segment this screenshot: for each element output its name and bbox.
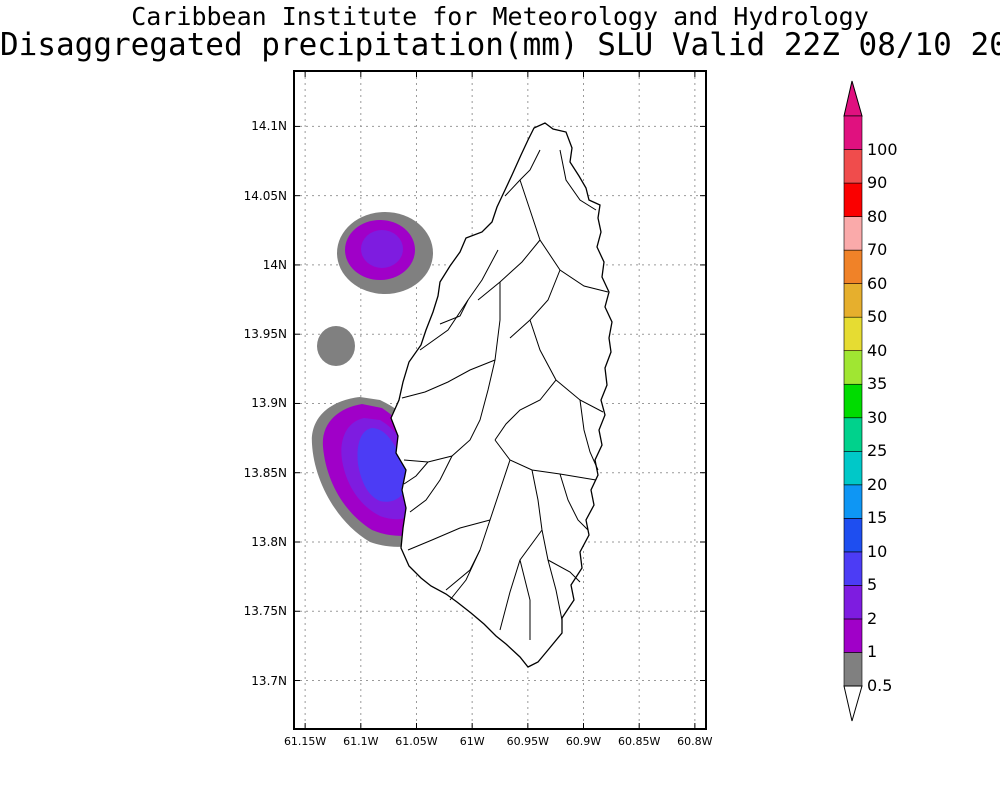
lat-tick-label: 13.95N bbox=[243, 327, 287, 342]
colorbar-label: 10 bbox=[867, 541, 888, 561]
river bbox=[509, 269, 561, 339]
product-title: Disaggregated precipitation(mm) SLU Vali… bbox=[0, 27, 1000, 63]
colorbar-bottom-arrow bbox=[843, 685, 863, 722]
river bbox=[494, 379, 557, 441]
colorbar-cell bbox=[843, 450, 863, 486]
colorbar-cells bbox=[843, 115, 863, 687]
colorbar-cell bbox=[843, 417, 863, 452]
river bbox=[499, 529, 543, 631]
colorbar-label: 80 bbox=[867, 206, 888, 226]
lat-tick-label: 13.75N bbox=[243, 604, 287, 619]
river bbox=[403, 282, 501, 463]
lat-tick-label: 13.9N bbox=[251, 396, 287, 411]
precip-contour-5 bbox=[357, 428, 408, 502]
colorbar-label: 2 bbox=[867, 608, 878, 628]
lon-tick-label: 60.85W bbox=[618, 735, 661, 748]
colorbar-cell bbox=[843, 115, 863, 150]
river bbox=[409, 455, 453, 513]
colorbar-label: 70 bbox=[867, 240, 888, 260]
lon-tick-label: 61W bbox=[459, 735, 485, 748]
river bbox=[519, 559, 531, 640]
river bbox=[559, 149, 597, 211]
river bbox=[407, 519, 491, 551]
lat-tick-label: 14N bbox=[262, 257, 287, 272]
colorbar-label: 20 bbox=[867, 474, 888, 494]
coastline bbox=[390, 122, 613, 668]
lat-tick-label: 14.05N bbox=[243, 188, 287, 203]
colorbar-label: 30 bbox=[867, 407, 888, 427]
colorbar-top-arrow bbox=[843, 80, 863, 117]
river bbox=[504, 149, 541, 197]
precip-contour-2 bbox=[361, 230, 403, 268]
river bbox=[531, 469, 563, 621]
plot-frame bbox=[293, 70, 707, 730]
lon-tick-label: 60.8W bbox=[677, 735, 713, 748]
colorbar-cell bbox=[843, 350, 863, 385]
colorbar-cell bbox=[843, 383, 863, 419]
river bbox=[559, 473, 589, 531]
colorbar-label: 25 bbox=[867, 441, 888, 461]
colorbar-cell bbox=[843, 551, 863, 586]
institute-title: Caribbean Institute for Meteorology and … bbox=[131, 2, 869, 31]
river bbox=[547, 559, 581, 583]
colorbar-cell bbox=[843, 283, 863, 318]
lon-tick-label: 61.1W bbox=[343, 735, 379, 748]
colorbar-cell bbox=[843, 316, 863, 352]
lon-tick-label: 60.9W bbox=[565, 735, 602, 748]
lat-tick-label: 13.8N bbox=[251, 534, 287, 549]
river bbox=[439, 299, 469, 325]
lat-tick-label: 13.7N bbox=[251, 673, 287, 688]
lon-tick-label: 61.05W bbox=[395, 735, 438, 748]
colorbar-label: 90 bbox=[867, 173, 888, 193]
colorbar-label: 60 bbox=[867, 273, 888, 293]
colorbar-cell bbox=[843, 249, 863, 284]
river bbox=[401, 359, 496, 399]
river bbox=[445, 549, 481, 591]
colorbar-cell bbox=[843, 216, 863, 251]
colorbar-cell bbox=[843, 149, 863, 184]
river bbox=[519, 179, 609, 293]
colorbar-label: 15 bbox=[867, 508, 888, 528]
lat-tick-label: 14.1N bbox=[251, 119, 287, 134]
colorbar-label: 35 bbox=[867, 374, 888, 394]
lat-tick-label: 13.85N bbox=[243, 465, 287, 480]
colorbar bbox=[843, 80, 863, 722]
lon-tick-label: 61.15W bbox=[283, 735, 327, 748]
lon-tick-label: 60.95W bbox=[506, 735, 550, 748]
river bbox=[403, 461, 429, 485]
precip-contour-0.5 bbox=[317, 326, 355, 366]
colorbar-cell bbox=[843, 484, 863, 519]
colorbar-cell bbox=[843, 182, 863, 217]
river bbox=[449, 459, 511, 601]
river bbox=[579, 399, 599, 471]
colorbar-label: 50 bbox=[867, 307, 888, 327]
river bbox=[477, 239, 541, 301]
colorbar-label: 5 bbox=[867, 575, 878, 595]
colorbar-cell bbox=[843, 518, 863, 553]
colorbar-cell bbox=[843, 652, 863, 687]
colorbar-cell bbox=[843, 618, 863, 653]
colorbar-cell bbox=[843, 585, 863, 620]
colorbar-label: 0.5 bbox=[867, 676, 893, 695]
island-outline bbox=[390, 122, 613, 668]
colorbar-label: 40 bbox=[867, 340, 888, 360]
colorbar-label: 1 bbox=[867, 642, 878, 662]
colorbar-label: 100 bbox=[867, 139, 898, 159]
